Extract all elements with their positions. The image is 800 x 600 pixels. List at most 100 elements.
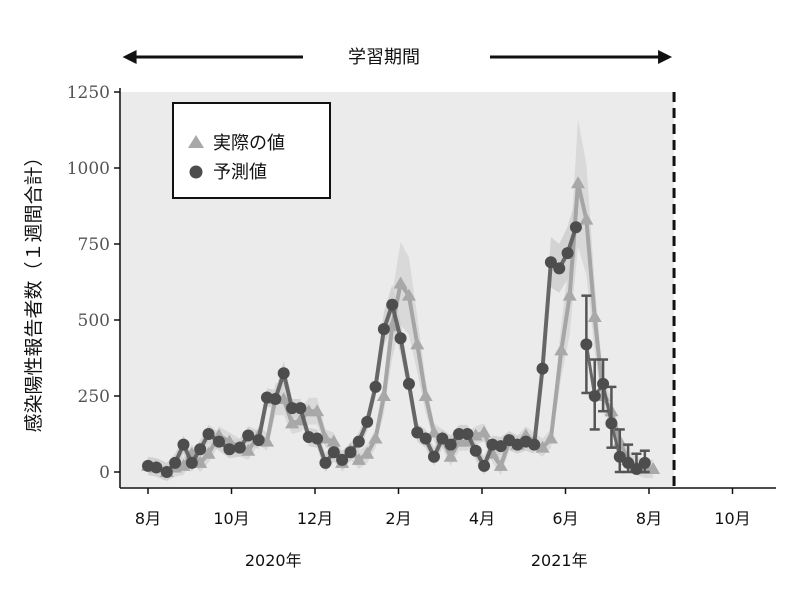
y-axis-label: 感染陽性報告者数（１週間合計） — [23, 147, 45, 432]
legend-circle-marker — [189, 165, 203, 179]
predicted-point — [294, 402, 307, 415]
training-period-label: 学習期間 — [348, 47, 420, 68]
arrow-left-head — [122, 50, 137, 64]
actual-point — [310, 404, 325, 417]
predicted-point — [478, 459, 491, 472]
series-2 — [580, 294, 651, 475]
x-tick-label: 4月 — [469, 509, 495, 528]
actual-point — [376, 389, 391, 401]
predicted-point — [588, 390, 601, 402]
x-tick-label: 6月 — [552, 509, 578, 528]
actual-point — [368, 431, 383, 444]
predicted-point — [311, 432, 324, 445]
training-period-arrow: 学習期間 — [122, 47, 673, 68]
predicted-point — [327, 446, 340, 459]
y-tick-label: 250 — [78, 387, 110, 407]
predicted-point — [185, 456, 198, 469]
legend-triangle-marker — [188, 135, 204, 148]
y-tick-label: 1000 — [67, 159, 110, 179]
y-tick-label: 1250 — [67, 83, 110, 103]
predicted-point — [194, 443, 207, 456]
legend-predicted-label: 予測値 — [213, 162, 267, 183]
year-label: 2021年 — [531, 551, 588, 570]
predicted-point — [169, 456, 182, 469]
year-label: 2020年 — [245, 551, 302, 570]
predicted-point — [150, 461, 163, 474]
predicted-point — [277, 367, 290, 380]
actual-point — [351, 452, 366, 465]
y-tick-label: 0 — [99, 463, 110, 483]
actual-point — [410, 337, 425, 350]
predicted-point — [242, 429, 255, 442]
actual-point — [176, 458, 191, 471]
predicted-point — [494, 440, 507, 453]
predicted-point — [528, 438, 541, 451]
predicted-point — [386, 298, 399, 311]
predicted-point — [580, 338, 593, 351]
x-tick-label: 2月 — [385, 509, 411, 528]
predicted-point — [319, 456, 332, 469]
legend-box — [172, 102, 331, 199]
predicted-point — [613, 450, 626, 463]
actual-point — [493, 458, 508, 471]
series-layer — [141, 176, 661, 478]
x-axis-ticks: 8月 10月 12月 2月 4月 6月 8月 10月 — [135, 488, 751, 528]
predicted-point — [436, 432, 449, 445]
actual-point — [543, 431, 558, 444]
actual-point — [222, 434, 237, 447]
predicted-point — [402, 377, 415, 390]
actual-point — [285, 416, 300, 429]
predicted-point — [461, 428, 474, 440]
predicted-point — [411, 426, 424, 439]
predicted-point — [427, 450, 440, 463]
predicted-point — [212, 435, 225, 448]
actual-point — [443, 449, 458, 462]
x-tick-label: 8月 — [135, 509, 161, 528]
predicted-point — [223, 443, 236, 456]
predicted-point — [160, 466, 173, 478]
series-1 — [142, 221, 582, 478]
actual-point — [579, 212, 594, 225]
y-tick-label: 750 — [78, 235, 110, 255]
y-tick-label: 500 — [78, 311, 110, 331]
error-bar — [614, 428, 625, 474]
predicted-point — [419, 432, 432, 445]
predicted-point — [286, 402, 299, 415]
predicted-point — [252, 434, 265, 447]
predicted-point — [597, 377, 610, 390]
predicted-point — [336, 453, 349, 466]
actual-point — [554, 343, 569, 356]
actual-point — [562, 288, 577, 301]
legend: 実際の値 予測値 — [172, 102, 331, 199]
actual-point — [426, 425, 441, 438]
predicted-point — [352, 435, 365, 448]
predicted-point — [622, 456, 635, 469]
actual-point — [360, 446, 375, 459]
actual-point — [401, 288, 416, 301]
predicted-point — [453, 428, 466, 440]
predicted-point — [269, 393, 282, 406]
predicted-point — [369, 380, 382, 393]
actual-point — [477, 425, 492, 438]
predicted-point — [361, 415, 374, 428]
actual-point — [326, 434, 341, 447]
predicted-point — [202, 428, 215, 440]
actual-point — [393, 276, 408, 289]
predicted-point — [569, 221, 582, 234]
y-axis-ticks: 0 250 500 750 1000 1250 — [67, 83, 120, 483]
actual-point — [418, 389, 433, 401]
x-tick-label: 12月 — [297, 509, 333, 528]
x-tick-label: 10月 — [213, 509, 249, 528]
predicted-point — [638, 456, 651, 469]
predicted-point — [233, 441, 246, 454]
predicted-point — [444, 438, 457, 451]
predicted-point — [561, 247, 574, 260]
actual-point — [201, 446, 216, 459]
predicted-point — [544, 256, 557, 269]
predicted-point — [344, 446, 357, 459]
arrow-right-head — [658, 50, 673, 64]
year-labels: 2020年 2021年 — [245, 551, 588, 570]
actual-point — [535, 440, 550, 453]
predicted-point — [377, 323, 390, 336]
